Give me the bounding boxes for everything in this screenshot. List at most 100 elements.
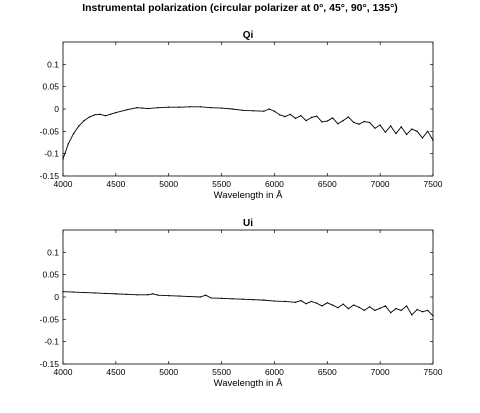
chart-0-data-point <box>427 130 429 133</box>
chart-0-data-point <box>294 117 297 120</box>
chart-0-data-point <box>141 107 143 109</box>
chart-1-data-point <box>427 309 429 312</box>
chart-1-data-point <box>263 299 265 301</box>
chart-1-ytick-label: 0.05 <box>42 270 59 280</box>
chart-0-ytick-label: 0 <box>54 104 59 114</box>
chart-0-ytick-label: -0.1 <box>44 149 59 159</box>
chart-1-ytick-label: -0.05 <box>40 314 60 324</box>
chart-1-data-point <box>72 291 75 293</box>
chart-1: Ui 4000 4500 5000 5500 6000 6500 7000 7500 -0.15 -… <box>40 218 443 389</box>
chart-1-data-point <box>136 294 138 296</box>
chart-1-ytick-label: -0.15 <box>40 359 60 369</box>
chart-0-data-point <box>72 132 75 135</box>
chart-0: Qi 4000 4500 5000 5500 6000 6500 7000 7500 -0.15 -… <box>40 30 443 201</box>
chart-0-ytick-label: -0.05 <box>40 126 60 136</box>
chart-0-data-point <box>94 114 96 116</box>
chart-0-xtick-label: 5000 <box>159 179 178 189</box>
chart-0-data-point <box>331 117 334 119</box>
chart-1-data-point <box>411 314 413 316</box>
chart-1-data-point <box>342 303 344 305</box>
chart-1-data-point <box>421 311 424 313</box>
chart-1-data-point <box>178 295 180 297</box>
chart-0-data-point <box>62 158 64 160</box>
chart-1-data-point <box>83 291 85 294</box>
chart-0-data-point <box>363 120 365 123</box>
chart-1-data-point <box>294 301 297 304</box>
chart-0-data-point <box>411 128 413 130</box>
chart-1-title: Ui <box>243 218 253 229</box>
chart-1-data-point <box>220 297 223 300</box>
chart-0-data-point <box>400 126 402 128</box>
chart-0-data-point <box>115 111 117 114</box>
chart-1-data-point <box>157 294 159 296</box>
chart-1-xtick-label: 4000 <box>54 367 73 377</box>
chart-1-data-point <box>374 309 376 312</box>
chart-1-axes-box <box>62 229 434 365</box>
chart-1-data-point <box>205 294 207 296</box>
chart-1-data-point <box>390 311 392 314</box>
chart-1-data-point <box>146 294 149 296</box>
chart-0-data-point <box>279 114 281 116</box>
chart-0-data-point <box>125 109 128 111</box>
chart-0-data-point <box>88 116 91 118</box>
chart-0-series-line <box>62 106 434 160</box>
chart-0-data-point <box>220 107 223 109</box>
chart-0-xtick-label: 7500 <box>424 179 443 189</box>
chart-1-xtick-label: 6500 <box>318 367 337 377</box>
chart-1-data-point <box>125 293 128 296</box>
chart-1-xtick-label: 6000 <box>265 367 284 377</box>
chart-0-data-point <box>416 130 418 133</box>
chart-1-data-point <box>395 307 397 310</box>
chart-1-data-point <box>62 290 64 293</box>
chart-0-data-point <box>109 113 112 116</box>
chart-0-data-point <box>347 116 350 118</box>
chart-1-xtick-label: 4500 <box>106 367 125 377</box>
chart-1-xlabel: Wavelength in Å <box>214 378 283 389</box>
chart-1-data-point <box>358 306 360 308</box>
chart-0-xtick-label: 7000 <box>371 179 390 189</box>
chart-1-data-point <box>337 307 339 309</box>
chart-0-data-point <box>395 132 397 135</box>
chart-1-xtick-label: 5000 <box>159 367 178 377</box>
chart-0-data-point <box>168 106 170 108</box>
chart-0-data-point <box>316 115 318 117</box>
chart-0-xtick-label: 4000 <box>54 179 73 189</box>
chart-1-data-point <box>231 298 233 300</box>
chart-1-data-point <box>199 296 202 298</box>
chart-0-data-point <box>405 133 408 136</box>
chart-1-data-point <box>347 307 350 310</box>
chart-1-data-point <box>252 298 254 301</box>
chart-0-xlabel: Wavelength in Å <box>214 190 283 201</box>
chart-0-data-point <box>157 106 159 109</box>
chart-0-data-point <box>374 127 376 129</box>
chart-0-data-point <box>252 110 254 112</box>
chart-0-data-point <box>273 110 276 112</box>
chart-0-ytick-label: -0.15 <box>40 171 60 181</box>
chart-1-data-point <box>331 304 334 306</box>
chart-0-data-point <box>83 119 85 122</box>
chart-0-data-point <box>78 125 80 127</box>
chart-1-data-point <box>416 308 418 311</box>
chart-0-ytick-label: 0.05 <box>42 82 59 92</box>
chart-0-data-point <box>421 137 424 139</box>
chart-0-data-point <box>178 106 180 108</box>
chart-1-data-point <box>379 307 381 309</box>
chart-0-data-point <box>210 106 212 109</box>
chart-0-data-point <box>300 115 302 117</box>
chart-0-data-point <box>146 107 149 110</box>
chart-0-data-point <box>231 108 233 110</box>
chart-1-data-point <box>305 303 307 305</box>
chart-1-data-point <box>368 306 371 308</box>
chart-1-data-point <box>152 293 154 295</box>
chart-0-data-point <box>199 106 202 108</box>
chart-1-data-point <box>432 315 434 317</box>
figure-suptitle: Instrumental polarization (circular pola… <box>82 2 398 14</box>
chart-1-data-point <box>115 293 117 295</box>
chart-0-ytick-label: 0.1 <box>47 59 59 69</box>
chart-1-xtick-label: 7000 <box>371 367 390 377</box>
chart-0-axes-box <box>62 41 434 177</box>
chart-0-xtick-label: 6500 <box>318 179 337 189</box>
chart-1-ytick-label: 0 <box>54 292 59 302</box>
chart-1-data-point <box>310 300 313 303</box>
